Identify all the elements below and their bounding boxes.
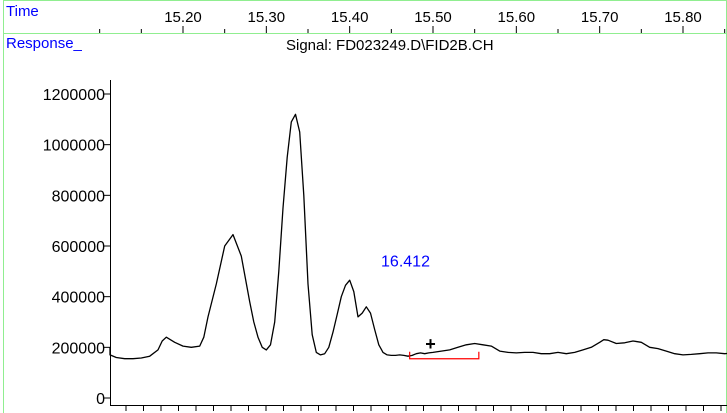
peak-retention-label: 16.412 <box>381 253 430 270</box>
x-tick-label: 15.60 <box>498 9 536 26</box>
y-tick-label: 1000000 <box>43 138 105 155</box>
y-tick-label: 0 <box>96 391 105 408</box>
y-tick-label: 200000 <box>52 340 105 357</box>
y-tick-label: 400000 <box>52 290 105 307</box>
time-label: Time <box>6 3 39 20</box>
signal-trace <box>109 113 727 360</box>
x-tick-label: 15.80 <box>664 9 702 26</box>
peak-marker: + <box>425 334 436 354</box>
x-tick-label: 15.50 <box>414 9 452 26</box>
x-axis-ticks: 15.20 15.30 15.40 15.50 15.60 15.70 15.80 <box>99 9 726 33</box>
y-tick-label: 600000 <box>52 239 105 256</box>
signal-title: Signal: FD023249.D\FID2B.CH <box>286 37 494 54</box>
y-tick-label: 800000 <box>52 188 105 205</box>
x-tick-label: 15.70 <box>581 9 619 26</box>
y-axis: 0 200000 400000 600000 800000 1000000 1200000 <box>43 80 111 408</box>
y-tick-label: 1200000 <box>43 87 105 104</box>
x-tick-label: 15.20 <box>164 9 202 26</box>
plot-area: 16.412 + <box>109 113 727 360</box>
x-minor-ticks <box>110 405 727 411</box>
x-tick-label: 15.40 <box>331 9 369 26</box>
response-label: Response_ <box>6 35 82 52</box>
integration-baseline <box>409 351 480 360</box>
x-tick-label: 15.30 <box>248 9 286 26</box>
